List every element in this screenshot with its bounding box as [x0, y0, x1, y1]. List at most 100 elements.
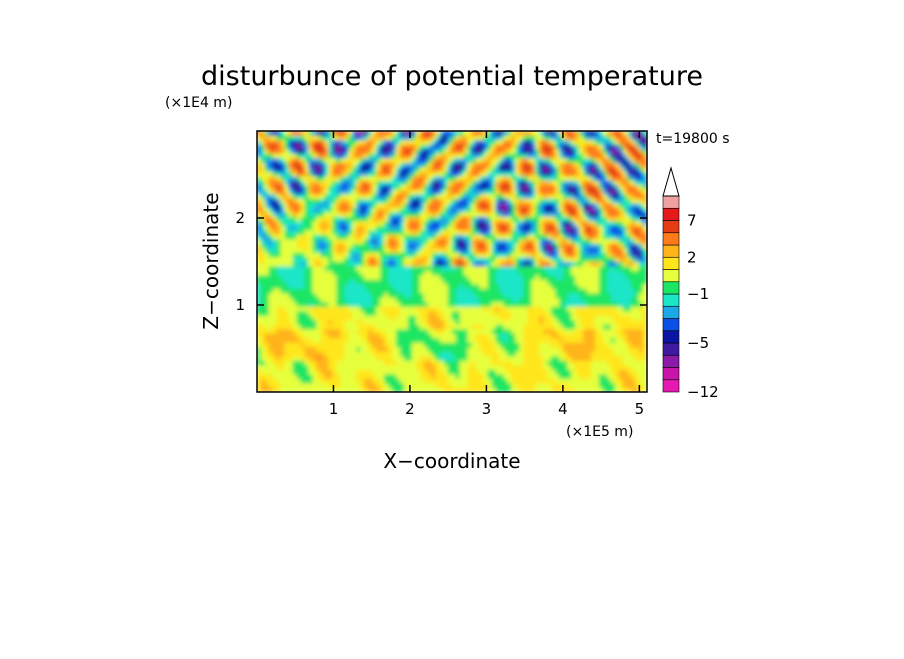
heatmap-cell — [384, 216, 389, 222]
heatmap-cell — [610, 216, 616, 222]
heatmap-cell — [272, 373, 278, 379]
heatmap-cell — [324, 270, 329, 276]
heatmap-cell — [507, 202, 512, 208]
heatmap-cell — [483, 378, 489, 384]
heatmap-cell — [567, 355, 572, 361]
heatmap-cell — [392, 306, 397, 312]
heatmap-cell — [471, 378, 477, 384]
heatmap-cell — [614, 243, 620, 249]
heatmap-cell — [475, 166, 481, 172]
heatmap-cell — [288, 265, 294, 271]
heatmap-cell — [288, 220, 294, 226]
heatmap-cell — [360, 211, 365, 217]
heatmap-cell — [626, 216, 632, 222]
heatmap-cell — [602, 378, 608, 384]
heatmap-cell — [642, 247, 647, 253]
heatmap-cell — [455, 324, 461, 330]
heatmap-cell — [439, 355, 445, 361]
heatmap-cell — [551, 175, 556, 181]
heatmap-cell — [499, 297, 505, 303]
heatmap-cell — [455, 198, 461, 204]
heatmap-cell — [487, 360, 493, 366]
heatmap-cell — [626, 265, 632, 271]
heatmap-cell — [507, 297, 512, 303]
heatmap-cell — [594, 270, 600, 276]
heatmap-cell — [344, 270, 349, 276]
heatmap-cell — [352, 333, 357, 339]
heatmap-cell — [551, 387, 556, 392]
heatmap-cell — [376, 351, 381, 357]
heatmap-cell — [563, 292, 568, 298]
heatmap-cell — [523, 256, 528, 262]
heatmap-cell — [272, 328, 278, 334]
heatmap-cell — [443, 243, 449, 249]
heatmap-cell — [495, 382, 501, 388]
heatmap-cell — [467, 274, 473, 280]
heatmap-cell — [555, 229, 560, 235]
heatmap-cell — [423, 288, 429, 294]
heatmap-cell — [642, 207, 647, 213]
heatmap-cell — [507, 193, 512, 199]
heatmap-cell — [284, 301, 290, 307]
heatmap-cell — [594, 189, 600, 195]
heatmap-cell — [276, 171, 282, 177]
heatmap-cell — [399, 211, 405, 217]
heatmap-cell — [614, 270, 620, 276]
heatmap-cell — [622, 216, 628, 222]
heatmap-cell — [447, 324, 453, 330]
heatmap-cell — [483, 351, 489, 357]
heatmap-cell — [260, 364, 266, 370]
heatmap-cell — [332, 261, 337, 267]
heatmap-cell — [463, 202, 469, 208]
heatmap-cell — [499, 180, 505, 186]
heatmap-cell — [622, 162, 628, 168]
heatmap-cell — [407, 378, 413, 384]
heatmap-cell — [388, 315, 393, 321]
heatmap-cell — [503, 225, 509, 231]
heatmap-cell — [638, 252, 644, 258]
heatmap-cell — [459, 175, 465, 181]
heatmap-cell — [583, 301, 588, 307]
heatmap-cell — [531, 256, 536, 262]
heatmap-cell — [567, 342, 572, 348]
heatmap-cell — [499, 328, 505, 334]
heatmap-cell — [443, 256, 449, 262]
heatmap-cell — [447, 364, 453, 370]
heatmap-cell — [423, 238, 429, 244]
heatmap-cell — [300, 198, 306, 204]
heatmap-cell — [296, 342, 302, 348]
heatmap-cell — [539, 292, 544, 298]
heatmap-cell — [403, 175, 409, 181]
heatmap-cell — [499, 166, 505, 172]
heatmap-cell — [356, 364, 361, 370]
heatmap-cell — [328, 171, 333, 177]
heatmap-cell — [376, 162, 381, 168]
heatmap-cell — [324, 180, 329, 186]
heatmap-cell — [272, 207, 278, 213]
heatmap-cell — [527, 184, 532, 190]
heatmap-cell — [288, 324, 294, 330]
heatmap-cell — [352, 180, 357, 186]
heatmap-cell — [372, 270, 377, 276]
heatmap-cell — [571, 364, 576, 370]
heatmap-cell — [511, 225, 516, 231]
heatmap-cell — [638, 342, 644, 348]
heatmap-cell — [455, 189, 461, 195]
heatmap-cell — [439, 198, 445, 204]
heatmap-cell — [547, 333, 552, 339]
heatmap-cell — [499, 211, 505, 217]
heatmap-cell — [272, 189, 278, 195]
heatmap-cell — [467, 351, 473, 357]
heatmap-cell — [630, 333, 636, 339]
heatmap-cell — [332, 319, 337, 325]
heatmap-cell — [284, 333, 290, 339]
heatmap-cell — [487, 229, 493, 235]
heatmap-cell — [622, 193, 628, 199]
heatmap-cell — [292, 279, 298, 285]
heatmap-cell — [475, 256, 481, 262]
heatmap-cell — [618, 180, 624, 186]
heatmap-cell — [352, 364, 357, 370]
heatmap-cell — [475, 234, 481, 240]
heatmap-cell — [543, 202, 548, 208]
heatmap-cell — [602, 333, 608, 339]
